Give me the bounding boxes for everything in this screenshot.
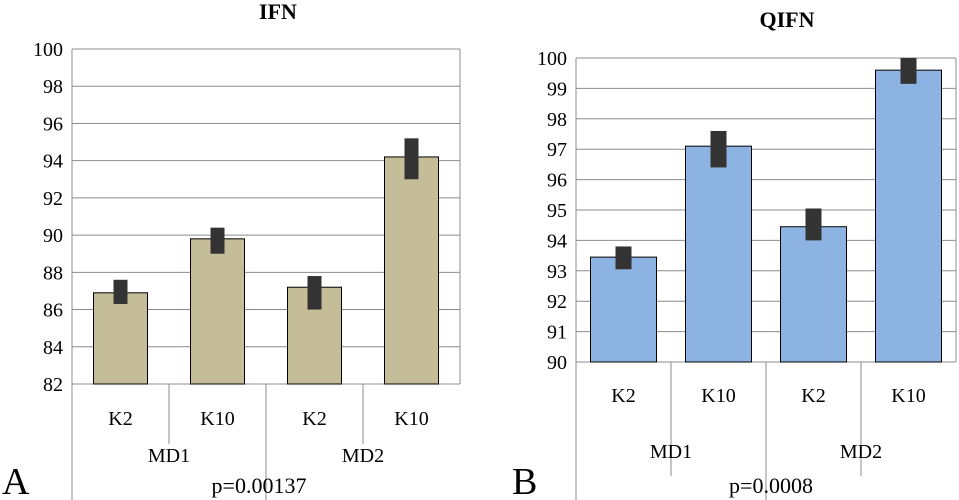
y-tick-label: 92 — [547, 291, 567, 313]
ifn-chart: 82 84 86 88 90 92 94 96 98 100 K2 K10 K2 K10 MD1 MD2 IFN… — [2, 0, 461, 500]
p-value-label: p=0.00137 — [212, 473, 307, 498]
y-tick-label: 93 — [547, 261, 567, 283]
p-value-label: p=0.0008 — [729, 473, 813, 498]
y-tick-label: 82 — [43, 374, 63, 396]
y-tick-label: 90 — [43, 225, 63, 247]
chart-title: IFN — [259, 0, 297, 24]
y-tick-label: 99 — [547, 78, 567, 100]
y-tick-label: 100 — [33, 39, 63, 61]
category-label: K2 — [108, 408, 132, 430]
group-label: MD1 — [650, 441, 692, 463]
bar — [875, 69, 942, 363]
bar — [190, 238, 245, 385]
error-marker — [805, 208, 822, 241]
y-tick-label: 91 — [547, 322, 567, 344]
bar — [384, 156, 439, 385]
y-tick-label: 100 — [537, 48, 567, 70]
y-tick-label: 88 — [43, 262, 63, 284]
y-tick-label: 84 — [43, 337, 63, 359]
error-marker — [404, 138, 419, 180]
y-tick-label: 94 — [547, 230, 567, 252]
error-marker — [307, 276, 322, 310]
qifn-chart: 90 91 92 93 94 95 96 97 98 99 100 K2 K10 K2 K10 MD1 MD2 Q… — [512, 7, 957, 500]
group-label: MD1 — [148, 445, 190, 467]
y-tick-label: 96 — [547, 170, 567, 192]
y-tick-label: 92 — [43, 188, 63, 210]
group-label: MD2 — [840, 441, 882, 463]
category-label: K10 — [701, 385, 735, 407]
y-tick-label: 86 — [43, 300, 63, 322]
y-tick-label: 96 — [43, 113, 63, 135]
chart-title: QIFN — [760, 7, 815, 32]
y-tick-label: 94 — [43, 151, 63, 173]
panel-label: B — [512, 461, 537, 500]
y-tick-label: 98 — [43, 76, 63, 98]
panel-label: A — [2, 461, 30, 500]
category-label: K2 — [302, 408, 326, 430]
group-label: MD2 — [342, 445, 384, 467]
error-marker — [113, 279, 128, 304]
bar — [590, 256, 657, 363]
error-marker — [615, 246, 632, 270]
error-marker — [900, 58, 917, 84]
y-tick-label: 90 — [547, 352, 567, 374]
category-label: K2 — [801, 385, 825, 407]
bar — [780, 226, 847, 363]
category-label: K10 — [200, 408, 234, 430]
y-tick-label: 98 — [547, 109, 567, 131]
error-marker — [710, 130, 727, 168]
error-marker — [210, 227, 225, 254]
category-label: K10 — [891, 385, 925, 407]
category-label: K10 — [394, 408, 428, 430]
category-label: K2 — [611, 385, 635, 407]
y-tick-label: 95 — [547, 200, 567, 222]
bar — [685, 145, 752, 363]
bar — [93, 292, 148, 385]
y-tick-label: 97 — [547, 139, 567, 161]
